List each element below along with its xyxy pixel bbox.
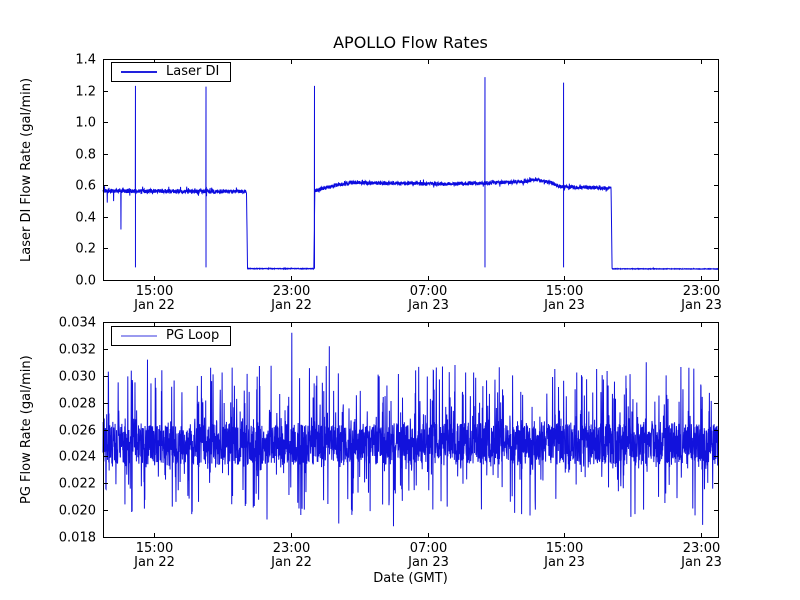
legend-label-pg-loop: PG Loop xyxy=(166,328,220,343)
laser-di-line-sample-icon xyxy=(121,71,157,73)
y-tick-label: 1.2 xyxy=(75,85,96,100)
x-tick-label-time: 23:00 xyxy=(683,541,720,556)
x-axis-label: Date (GMT) xyxy=(373,571,448,586)
x-tick-label-date: Jan 23 xyxy=(680,555,722,570)
y-tick-label: 0.018 xyxy=(59,531,96,546)
y-tick-label: 0.4 xyxy=(75,211,96,226)
x-tick-label-time: 15:00 xyxy=(136,541,173,556)
top-axes-frame xyxy=(103,59,719,281)
y-tick-label: 0.0 xyxy=(75,274,96,289)
legend-laser-di: Laser DI xyxy=(111,62,232,82)
y-tick-label: 0.030 xyxy=(59,370,96,385)
y-tick-label: 0.026 xyxy=(59,424,96,439)
x-tick-label-date: Jan 23 xyxy=(407,298,449,313)
y-tick-label: 0.8 xyxy=(75,148,96,163)
x-tick-label-date: Jan 22 xyxy=(133,298,175,313)
x-tick-label-time: 23:00 xyxy=(683,284,720,299)
x-tick-label-date: Jan 22 xyxy=(133,555,175,570)
x-tick-label-date: Jan 22 xyxy=(270,298,312,313)
y-tick-label: 0.2 xyxy=(75,242,96,257)
pg-loop-line-sample-icon xyxy=(121,335,157,337)
pg-loop-series-line xyxy=(102,332,719,527)
x-tick-label-date: Jan 23 xyxy=(680,298,722,313)
bottom-axes-frame xyxy=(103,322,719,538)
x-tick-label-date: Jan 23 xyxy=(407,555,449,570)
y-tick-label: 0.028 xyxy=(59,397,96,412)
y-tick-label: 0.6 xyxy=(75,179,96,194)
x-tick-label-date: Jan 23 xyxy=(543,298,585,313)
y-tick-label: 1.0 xyxy=(75,116,96,131)
x-tick-label-time: 23:00 xyxy=(273,541,310,556)
legend-pg-loop: PG Loop xyxy=(111,326,232,346)
y-tick-label: 1.4 xyxy=(75,53,96,68)
x-tick-label-date: Jan 23 xyxy=(543,555,585,570)
y-tick-label: 0.024 xyxy=(59,450,96,465)
legend-label-laser-di: Laser DI xyxy=(166,64,220,79)
laser-di-series-line xyxy=(102,77,719,271)
y-tick-label: 0.032 xyxy=(59,343,96,358)
x-tick-label-time: 15:00 xyxy=(546,284,583,299)
x-tick-label-time: 15:00 xyxy=(136,284,173,299)
bottom-y-axis-label: PG Flow Rate (gal/min) xyxy=(19,355,34,504)
top-y-axis-label: Laser DI Flow Rate (gal/min) xyxy=(19,77,34,262)
y-tick-label: 0.020 xyxy=(59,504,96,519)
figure-title: APOLLO Flow Rates xyxy=(333,33,488,52)
x-tick-label-time: 15:00 xyxy=(546,541,583,556)
x-tick-label-time: 23:00 xyxy=(273,284,310,299)
y-tick-label: 0.022 xyxy=(59,477,96,492)
x-tick-label-date: Jan 22 xyxy=(270,555,312,570)
y-tick-label: 0.034 xyxy=(59,316,96,331)
x-tick-label-time: 07:00 xyxy=(410,284,447,299)
x-tick-label-time: 07:00 xyxy=(410,541,447,556)
